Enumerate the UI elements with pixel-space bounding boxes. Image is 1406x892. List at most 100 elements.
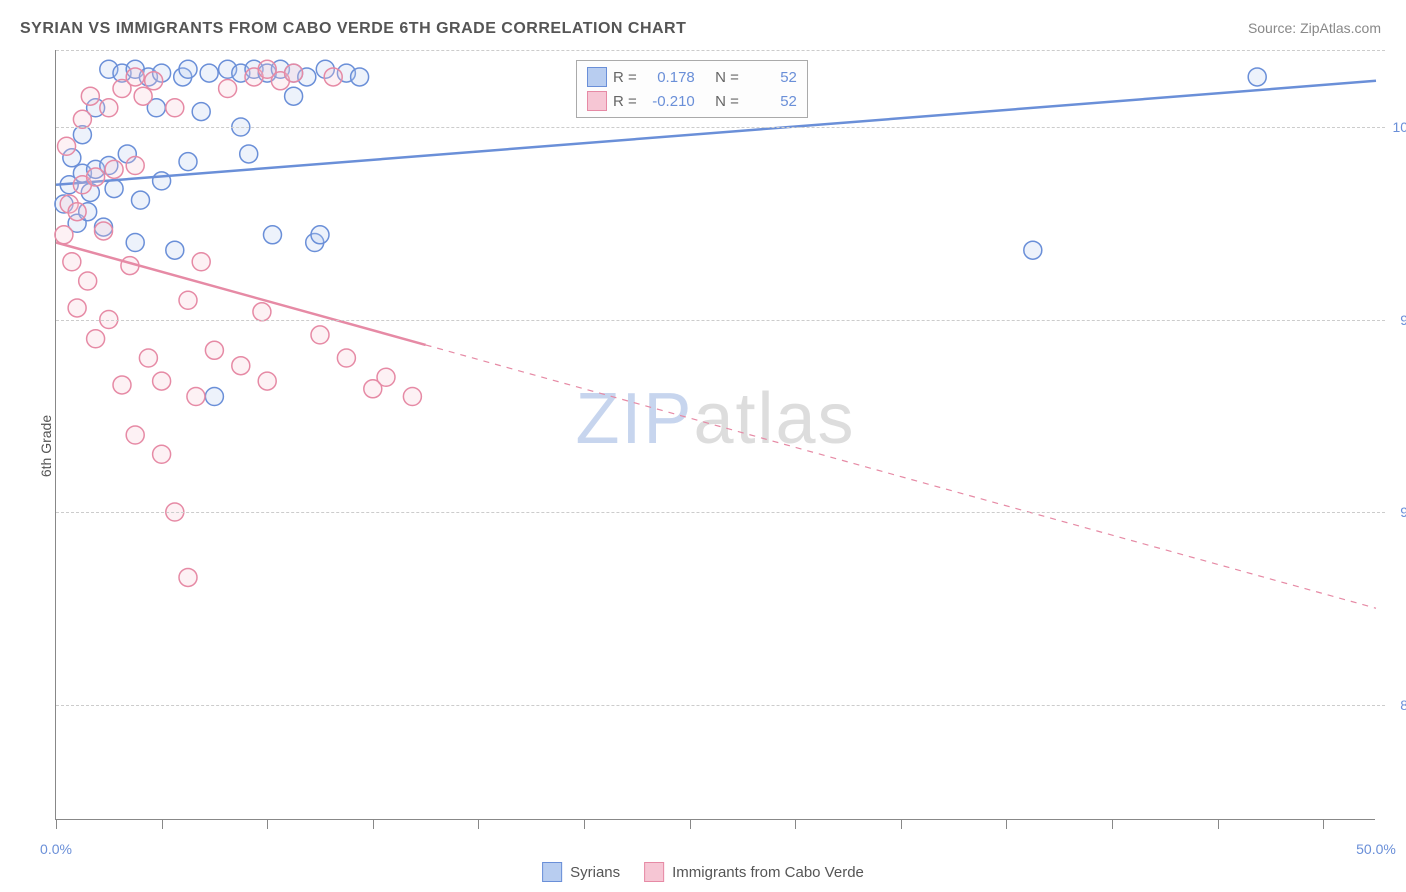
scatter-point <box>68 299 86 317</box>
scatter-point <box>179 60 197 78</box>
source-attribution: Source: ZipAtlas.com <box>1248 20 1381 36</box>
x-tick <box>478 819 479 829</box>
scatter-point <box>166 241 184 259</box>
scatter-point <box>100 99 118 117</box>
scatter-point <box>95 222 113 240</box>
scatter-point <box>153 172 171 190</box>
x-tick-label: 50.0% <box>1356 841 1396 857</box>
scatter-point <box>113 376 131 394</box>
scatter-point <box>240 145 258 163</box>
x-tick <box>901 819 902 829</box>
trend-line-dashed <box>426 345 1376 608</box>
scatter-point <box>263 226 281 244</box>
source-value: ZipAtlas.com <box>1300 20 1381 36</box>
x-tick <box>795 819 796 829</box>
x-tick-label: 0.0% <box>40 841 72 857</box>
r-label: R = <box>613 93 637 110</box>
scatter-point <box>192 253 210 271</box>
scatter-point <box>179 568 197 586</box>
scatter-point <box>311 226 329 244</box>
scatter-point <box>139 349 157 367</box>
scatter-point <box>79 272 97 290</box>
stats-legend-row: R = 0.178 N = 52 <box>587 65 797 89</box>
scatter-point <box>105 160 123 178</box>
scatter-point <box>311 326 329 344</box>
scatter-point <box>377 368 395 386</box>
legend-swatch <box>644 862 664 882</box>
legend-swatch <box>542 862 562 882</box>
x-tick <box>584 819 585 829</box>
x-tick <box>267 819 268 829</box>
scatter-point <box>258 372 276 390</box>
scatter-point <box>55 226 73 244</box>
x-tick <box>56 819 57 829</box>
scatter-point <box>105 180 123 198</box>
scatter-point <box>403 388 421 406</box>
x-tick <box>1112 819 1113 829</box>
scatter-point <box>205 388 223 406</box>
y-tick-label: 100.0% <box>1393 119 1406 135</box>
scatter-point <box>324 68 342 86</box>
scatter-point <box>253 303 271 321</box>
chart-title: SYRIAN VS IMMIGRANTS FROM CABO VERDE 6TH… <box>20 20 686 38</box>
scatter-point <box>200 64 218 82</box>
scatter-point <box>205 341 223 359</box>
x-tick <box>1006 819 1007 829</box>
legend-label: Immigrants from Cabo Verde <box>672 864 864 881</box>
scatter-point <box>73 110 91 128</box>
x-tick <box>162 819 163 829</box>
y-tick-label: 85.0% <box>1400 697 1406 713</box>
scatter-point <box>87 168 105 186</box>
scatter-point <box>166 99 184 117</box>
scatter-point <box>285 64 303 82</box>
scatter-point <box>187 388 205 406</box>
scatter-point <box>285 87 303 105</box>
scatter-point <box>232 357 250 375</box>
y-tick-label: 95.0% <box>1400 312 1406 328</box>
source-label: Source: <box>1248 20 1296 36</box>
gridline <box>56 705 1385 706</box>
scatter-point <box>192 103 210 121</box>
scatter-point <box>81 87 99 105</box>
legend-item: Syrians <box>542 862 620 882</box>
scatter-point <box>134 87 152 105</box>
legend-label: Syrians <box>570 864 620 881</box>
scatter-point <box>1248 68 1266 86</box>
scatter-point <box>126 68 144 86</box>
stats-legend-box: R =0.178 N =52R =-0.210 N =52 <box>576 60 808 118</box>
scatter-point <box>58 137 76 155</box>
scatter-point <box>145 72 163 90</box>
r-label: R = <box>613 69 637 86</box>
scatter-point <box>68 203 86 221</box>
r-value: -0.210 <box>643 93 695 110</box>
scatter-point <box>1024 241 1042 259</box>
series-legend: Syrians Immigrants from Cabo Verde <box>542 862 864 882</box>
r-value: 0.178 <box>643 69 695 86</box>
gridline <box>56 127 1385 128</box>
x-tick <box>373 819 374 829</box>
scatter-point <box>126 234 144 252</box>
scatter-point <box>63 253 81 271</box>
scatter-point <box>179 291 197 309</box>
scatter-point <box>153 372 171 390</box>
trend-line <box>56 243 426 345</box>
chart-container: SYRIAN VS IMMIGRANTS FROM CABO VERDE 6TH… <box>0 0 1406 892</box>
n-value: 52 <box>745 93 797 110</box>
y-axis-label: 6th Grade <box>38 415 54 477</box>
plot-area: ZIPatlas R =0.178 N =52R =-0.210 N =52 8… <box>55 50 1375 820</box>
x-tick <box>1218 819 1219 829</box>
stats-legend-row: R =-0.210 N =52 <box>587 89 797 113</box>
scatter-point <box>351 68 369 86</box>
gridline <box>56 512 1385 513</box>
x-tick <box>690 819 691 829</box>
n-value: 52 <box>745 69 797 86</box>
scatter-point <box>337 349 355 367</box>
legend-item: Immigrants from Cabo Verde <box>644 862 864 882</box>
scatter-point <box>126 157 144 175</box>
scatter-point <box>87 330 105 348</box>
legend-swatch <box>587 67 607 87</box>
n-label: N = <box>715 69 739 86</box>
gridline <box>56 320 1385 321</box>
x-tick <box>1323 819 1324 829</box>
y-tick-label: 90.0% <box>1400 504 1406 520</box>
